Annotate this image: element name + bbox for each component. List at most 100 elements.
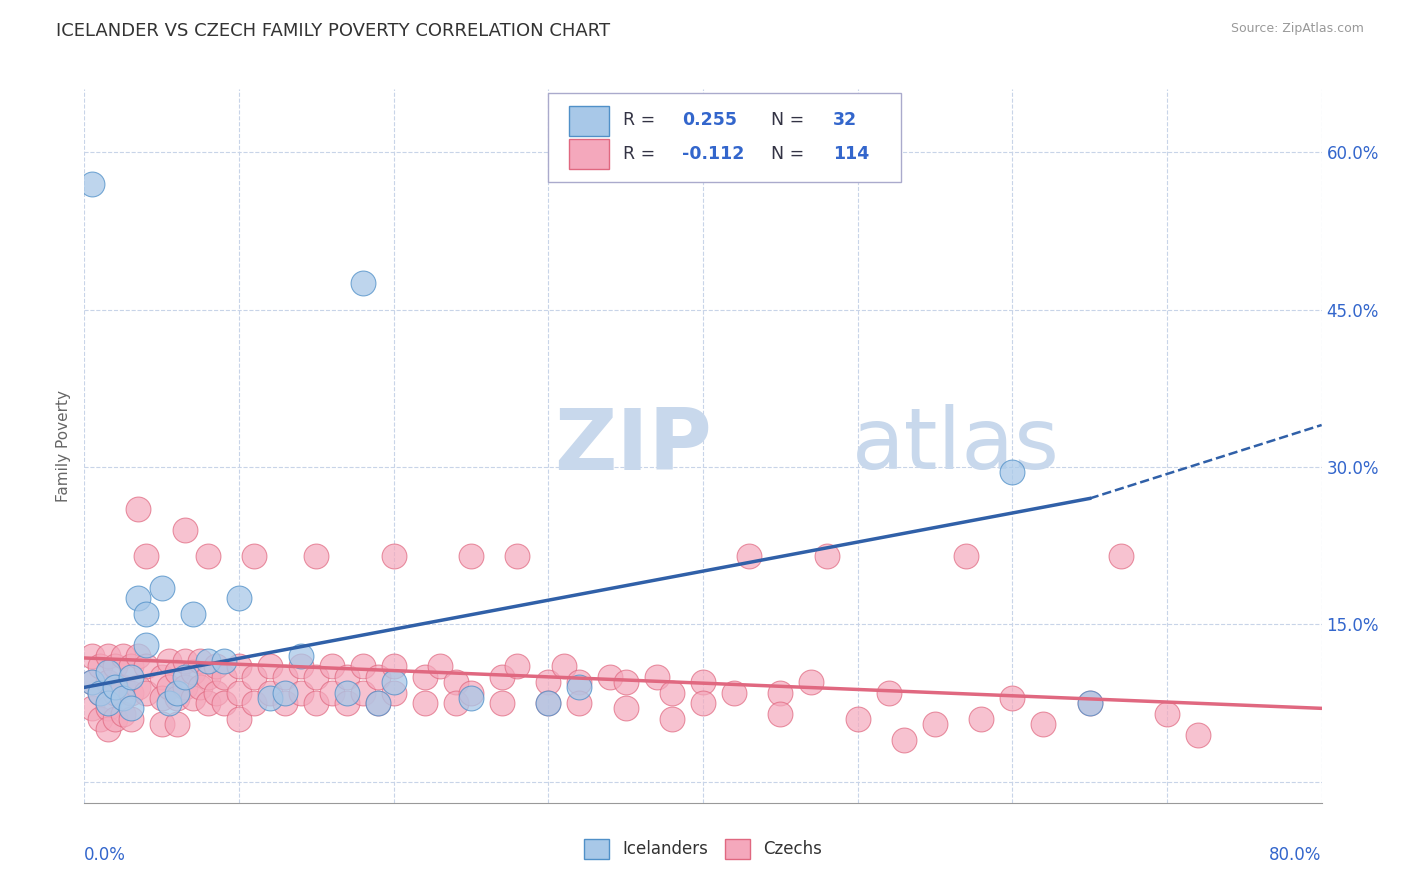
Point xyxy=(128,648,150,663)
Point xyxy=(769,706,792,721)
Point xyxy=(166,665,188,679)
Point xyxy=(970,712,993,726)
Point xyxy=(305,549,328,564)
Point xyxy=(228,591,250,606)
Point xyxy=(259,685,281,699)
Point xyxy=(89,712,111,726)
Point xyxy=(274,685,297,699)
Point xyxy=(197,696,219,710)
Point xyxy=(738,549,761,564)
Point xyxy=(460,690,482,705)
Point xyxy=(112,681,135,695)
Point xyxy=(305,696,328,710)
Point xyxy=(1156,706,1178,721)
Point xyxy=(336,696,359,710)
Point xyxy=(97,696,120,710)
Point xyxy=(537,675,560,690)
Point xyxy=(274,696,297,710)
Point xyxy=(444,675,467,690)
Text: R =: R = xyxy=(623,111,661,128)
Point xyxy=(877,685,900,699)
Point xyxy=(352,685,374,699)
Text: 0.0%: 0.0% xyxy=(84,846,127,863)
Point xyxy=(135,639,157,653)
Point xyxy=(1001,690,1024,705)
Point xyxy=(228,712,250,726)
Point xyxy=(89,685,111,699)
Text: N =: N = xyxy=(770,111,810,128)
Text: 32: 32 xyxy=(832,111,858,128)
Point xyxy=(1032,717,1054,731)
Point xyxy=(1187,728,1209,742)
Point xyxy=(104,685,127,699)
Point xyxy=(553,659,575,673)
Point xyxy=(259,659,281,673)
Point xyxy=(135,685,157,699)
Legend: Icelanders, Czechs: Icelanders, Czechs xyxy=(578,832,828,866)
Point xyxy=(188,654,212,668)
Point xyxy=(568,681,591,695)
Point xyxy=(166,685,188,699)
Point xyxy=(382,685,405,699)
Point xyxy=(181,607,204,621)
Point xyxy=(723,685,745,699)
Point xyxy=(614,701,637,715)
Point xyxy=(568,696,591,710)
FancyBboxPatch shape xyxy=(548,93,901,182)
Point xyxy=(537,696,560,710)
Point xyxy=(568,675,591,690)
Point xyxy=(150,690,173,705)
Text: 80.0%: 80.0% xyxy=(1270,846,1322,863)
Point xyxy=(614,675,637,690)
Point xyxy=(150,670,173,684)
Point xyxy=(1078,696,1101,710)
Point xyxy=(112,648,135,663)
Point xyxy=(815,549,838,564)
Point xyxy=(321,659,343,673)
Point xyxy=(506,549,529,564)
Point xyxy=(769,685,792,699)
Point xyxy=(413,696,436,710)
Point xyxy=(89,685,111,699)
Point xyxy=(166,690,188,705)
Point xyxy=(1109,549,1132,564)
Point xyxy=(692,675,714,690)
Point xyxy=(305,670,328,684)
Point xyxy=(104,712,127,726)
Point xyxy=(174,654,197,668)
Point xyxy=(367,670,389,684)
Point xyxy=(537,696,560,710)
Point xyxy=(228,659,250,673)
Point xyxy=(429,659,451,673)
Point xyxy=(205,685,228,699)
Point xyxy=(460,549,482,564)
Point xyxy=(846,712,869,726)
Point xyxy=(645,670,668,684)
Point xyxy=(290,685,312,699)
Point xyxy=(82,648,104,663)
Point xyxy=(97,701,120,715)
Point xyxy=(159,654,181,668)
Point xyxy=(212,654,235,668)
Point xyxy=(197,654,219,668)
Point xyxy=(599,670,621,684)
Text: N =: N = xyxy=(770,145,810,163)
Point xyxy=(243,670,266,684)
Point xyxy=(181,690,204,705)
Text: 0.255: 0.255 xyxy=(682,111,737,128)
Bar xyxy=(569,139,609,169)
Point xyxy=(382,675,405,690)
Point xyxy=(181,665,204,679)
Point xyxy=(97,665,120,679)
Point xyxy=(197,670,219,684)
Point xyxy=(135,659,157,673)
Point xyxy=(491,696,513,710)
Point xyxy=(352,277,374,291)
Point xyxy=(128,681,150,695)
Point xyxy=(174,670,197,684)
Point xyxy=(336,685,359,699)
Y-axis label: Family Poverty: Family Poverty xyxy=(56,390,72,502)
Point xyxy=(212,670,235,684)
Point xyxy=(120,685,142,699)
Point xyxy=(336,670,359,684)
